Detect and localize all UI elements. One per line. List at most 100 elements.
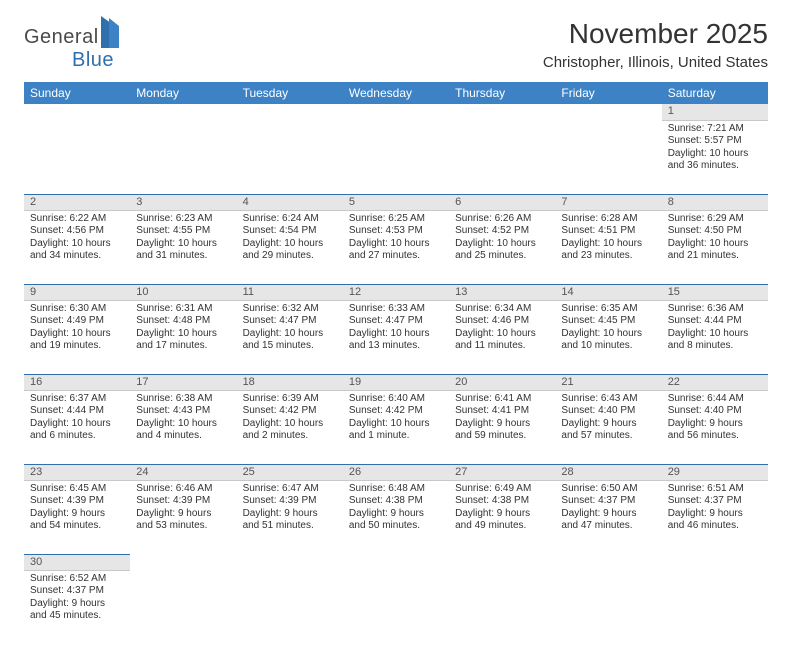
daylight-text: Daylight: 10 hours and 25 minutes. [455, 238, 549, 263]
day-body-cell [130, 120, 236, 194]
day-number-cell [662, 554, 768, 570]
day-body-cell: Sunrise: 6:39 AMSunset: 4:42 PMDaylight:… [237, 390, 343, 464]
sunrise-text: Sunrise: 6:49 AM [455, 483, 549, 496]
sunset-text: Sunset: 4:56 PM [30, 225, 124, 238]
day-body-cell: Sunrise: 6:34 AMSunset: 4:46 PMDaylight:… [449, 300, 555, 374]
sunset-text: Sunset: 4:37 PM [668, 495, 762, 508]
daylight-text: Daylight: 10 hours and 31 minutes. [136, 238, 230, 263]
daylight-text: Daylight: 9 hours and 57 minutes. [561, 418, 655, 443]
calendar-body: 1Sunrise: 7:21 AMSunset: 5:57 PMDaylight… [24, 104, 768, 644]
sunrise-text: Sunrise: 6:52 AM [30, 573, 124, 586]
sunset-text: Sunset: 4:54 PM [243, 225, 337, 238]
day-number-cell: 19 [343, 374, 449, 390]
day-header: Tuesday [237, 82, 343, 104]
sunrise-text: Sunrise: 6:51 AM [668, 483, 762, 496]
sunrise-text: Sunrise: 6:37 AM [30, 393, 124, 406]
sunrise-text: Sunrise: 6:31 AM [136, 303, 230, 316]
day-number-cell: 5 [343, 194, 449, 210]
day-body-cell [555, 120, 661, 194]
day-number-cell: 4 [237, 194, 343, 210]
day-body-cell: Sunrise: 6:50 AMSunset: 4:37 PMDaylight:… [555, 480, 661, 554]
day-number-cell: 26 [343, 464, 449, 480]
sunrise-text: Sunrise: 6:44 AM [668, 393, 762, 406]
sunset-text: Sunset: 4:40 PM [668, 405, 762, 418]
sunset-text: Sunset: 4:53 PM [349, 225, 443, 238]
sunrise-text: Sunrise: 6:45 AM [30, 483, 124, 496]
day-number-cell: 23 [24, 464, 130, 480]
daylight-text: Daylight: 10 hours and 2 minutes. [243, 418, 337, 443]
day-body-cell: Sunrise: 6:32 AMSunset: 4:47 PMDaylight:… [237, 300, 343, 374]
day-number-cell: 27 [449, 464, 555, 480]
day-body-cell: Sunrise: 6:43 AMSunset: 4:40 PMDaylight:… [555, 390, 661, 464]
day-number-cell: 6 [449, 194, 555, 210]
daylight-text: Daylight: 10 hours and 27 minutes. [349, 238, 443, 263]
sunset-text: Sunset: 4:46 PM [455, 315, 549, 328]
day-body-cell: Sunrise: 6:36 AMSunset: 4:44 PMDaylight:… [662, 300, 768, 374]
daylight-text: Daylight: 10 hours and 6 minutes. [30, 418, 124, 443]
daylight-text: Daylight: 10 hours and 8 minutes. [668, 328, 762, 353]
day-body-cell: Sunrise: 6:49 AMSunset: 4:38 PMDaylight:… [449, 480, 555, 554]
sunrise-text: Sunrise: 7:21 AM [668, 123, 762, 136]
sunrise-text: Sunrise: 6:43 AM [561, 393, 655, 406]
day-number-cell: 8 [662, 194, 768, 210]
day-body-cell: Sunrise: 6:51 AMSunset: 4:37 PMDaylight:… [662, 480, 768, 554]
day-body-cell: Sunrise: 6:24 AMSunset: 4:54 PMDaylight:… [237, 210, 343, 284]
sunset-text: Sunset: 4:39 PM [136, 495, 230, 508]
sunrise-text: Sunrise: 6:47 AM [243, 483, 337, 496]
sunset-text: Sunset: 4:38 PM [455, 495, 549, 508]
daylight-text: Daylight: 10 hours and 23 minutes. [561, 238, 655, 263]
day-number-cell: 24 [130, 464, 236, 480]
day-body-cell: Sunrise: 6:31 AMSunset: 4:48 PMDaylight:… [130, 300, 236, 374]
daylight-text: Daylight: 9 hours and 51 minutes. [243, 508, 337, 533]
sunset-text: Sunset: 4:42 PM [349, 405, 443, 418]
sunset-text: Sunset: 4:44 PM [668, 315, 762, 328]
sunrise-text: Sunrise: 6:36 AM [668, 303, 762, 316]
day-number-cell [343, 104, 449, 120]
sunset-text: Sunset: 4:37 PM [561, 495, 655, 508]
sunset-text: Sunset: 4:48 PM [136, 315, 230, 328]
day-body-cell: Sunrise: 6:38 AMSunset: 4:43 PMDaylight:… [130, 390, 236, 464]
day-body-cell: Sunrise: 6:45 AMSunset: 4:39 PMDaylight:… [24, 480, 130, 554]
page-title: November 2025 [543, 18, 768, 50]
day-number-cell: 15 [662, 284, 768, 300]
day-body-cell: Sunrise: 6:25 AMSunset: 4:53 PMDaylight:… [343, 210, 449, 284]
daynum-row: 2345678 [24, 194, 768, 210]
day-number-cell [130, 554, 236, 570]
day-number-cell: 28 [555, 464, 661, 480]
daynum-row: 30 [24, 554, 768, 570]
sunset-text: Sunset: 4:52 PM [455, 225, 549, 238]
day-body-cell: Sunrise: 6:40 AMSunset: 4:42 PMDaylight:… [343, 390, 449, 464]
sunset-text: Sunset: 4:39 PM [30, 495, 124, 508]
sunset-text: Sunset: 4:55 PM [136, 225, 230, 238]
day-number-cell: 17 [130, 374, 236, 390]
sunset-text: Sunset: 4:49 PM [30, 315, 124, 328]
day-body-cell [24, 120, 130, 194]
day-number-cell: 22 [662, 374, 768, 390]
daylight-text: Daylight: 10 hours and 21 minutes. [668, 238, 762, 263]
sunrise-text: Sunrise: 6:32 AM [243, 303, 337, 316]
daynum-row: 1 [24, 104, 768, 120]
daynum-row: 16171819202122 [24, 374, 768, 390]
day-number-cell [237, 104, 343, 120]
sunrise-text: Sunrise: 6:39 AM [243, 393, 337, 406]
day-body-cell: Sunrise: 6:48 AMSunset: 4:38 PMDaylight:… [343, 480, 449, 554]
sunrise-text: Sunrise: 6:22 AM [30, 213, 124, 226]
daynum-row: 23242526272829 [24, 464, 768, 480]
daylight-text: Daylight: 10 hours and 4 minutes. [136, 418, 230, 443]
day-body-cell: Sunrise: 6:23 AMSunset: 4:55 PMDaylight:… [130, 210, 236, 284]
day-body-cell: Sunrise: 6:22 AMSunset: 4:56 PMDaylight:… [24, 210, 130, 284]
daylight-text: Daylight: 10 hours and 17 minutes. [136, 328, 230, 353]
day-number-cell: 14 [555, 284, 661, 300]
daylight-text: Daylight: 9 hours and 45 minutes. [30, 598, 124, 623]
calendar-page: General Blue November 2025 Christopher, … [0, 0, 792, 662]
day-body-cell: Sunrise: 6:30 AMSunset: 4:49 PMDaylight:… [24, 300, 130, 374]
day-body-cell: Sunrise: 7:21 AMSunset: 5:57 PMDaylight:… [662, 120, 768, 194]
day-number-cell [449, 104, 555, 120]
sunrise-text: Sunrise: 6:29 AM [668, 213, 762, 226]
day-number-cell: 9 [24, 284, 130, 300]
sunrise-text: Sunrise: 6:26 AM [455, 213, 549, 226]
sunrise-text: Sunrise: 6:40 AM [349, 393, 443, 406]
day-body-cell: Sunrise: 6:37 AMSunset: 4:44 PMDaylight:… [24, 390, 130, 464]
sunset-text: Sunset: 4:44 PM [30, 405, 124, 418]
sunrise-text: Sunrise: 6:46 AM [136, 483, 230, 496]
